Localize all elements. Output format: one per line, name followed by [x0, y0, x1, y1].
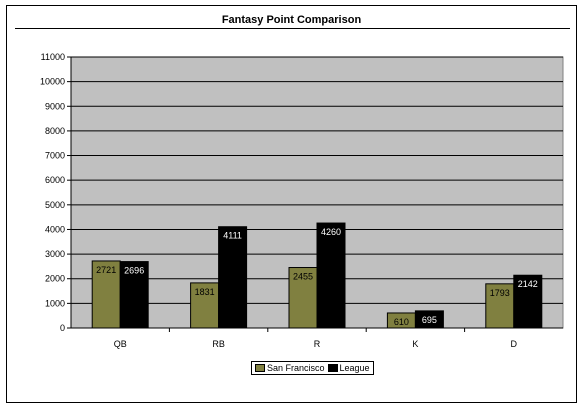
x-tick-label-4: D [511, 339, 518, 349]
data-label-0-3: 610 [394, 317, 409, 327]
chart-frame: Fantasy Point Comparison 0 1000 2000 3000 40… [6, 5, 577, 403]
data-label-0-1: 1831 [195, 287, 215, 297]
legend-swatch-series-0 [255, 364, 265, 372]
data-label-0-4: 1793 [490, 288, 510, 298]
legend-entry-series-1: League [327, 363, 370, 373]
chart-legend: San Francisco League [251, 361, 374, 375]
y-tick-label-2: 2000 [45, 274, 65, 284]
legend-swatch-series-1 [327, 364, 338, 372]
y-tick-label-4: 4000 [45, 224, 65, 234]
y-tick-label-7: 7000 [45, 151, 65, 161]
bar-1-2 [316, 222, 346, 329]
y-tick-label-3: 3000 [45, 249, 65, 259]
x-tick-label-2: R [314, 339, 321, 349]
bar-1-0 [119, 261, 149, 329]
legend-entry-series-0: San Francisco [255, 363, 325, 373]
bar-0-1 [190, 282, 220, 329]
bar-1-4 [513, 274, 543, 329]
x-tick-label-1: RB [212, 339, 225, 349]
data-label-1-1: 4111 [223, 231, 242, 241]
chart-title: Fantasy Point Comparison [221, 14, 362, 26]
data-label-1-3: 695 [422, 315, 437, 325]
data-label-1-4: 2142 [518, 279, 538, 289]
y-tick-label-5: 5000 [45, 200, 65, 210]
data-label-1-0: 2696 [124, 266, 144, 276]
x-tick-label-0: QB [114, 339, 127, 349]
y-tick-label-8: 8000 [45, 126, 65, 136]
bar-0-2 [288, 267, 318, 329]
y-tick-label-10: 10000 [40, 77, 65, 87]
bar-0-4 [485, 283, 515, 329]
y-tick-label-6: 6000 [45, 175, 65, 185]
bar-1-3 [414, 310, 444, 329]
bar-1-1 [218, 226, 248, 329]
y-tick-label-11: 11000 [41, 52, 65, 62]
y-tick-label-9: 9000 [45, 101, 65, 111]
chart-plot: 0 1000 2000 3000 4000 5000 6000 7000 8000 9000 100… [40, 52, 564, 349]
data-label-1-2: 4260 [321, 227, 341, 237]
data-label-0-0: 2721 [96, 265, 116, 275]
title-divider [15, 28, 570, 29]
data-label-0-2: 2455 [293, 272, 313, 282]
y-tick-label-1: 1000 [45, 298, 65, 308]
x-tick-label-3: K [412, 339, 418, 349]
legend-label-series-1: League [339, 363, 370, 373]
legend-label-series-0: San Francisco [267, 363, 325, 373]
y-tick-label-0: 0 [60, 323, 65, 333]
